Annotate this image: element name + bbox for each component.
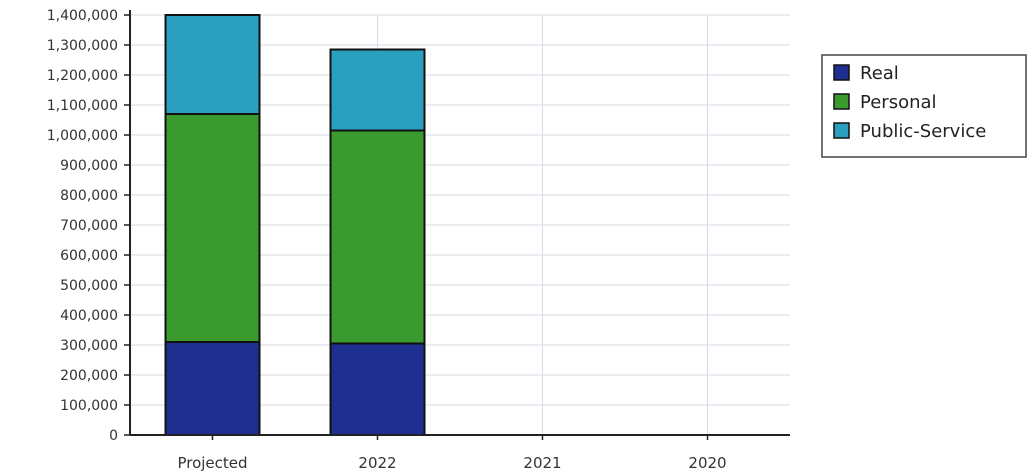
legend-label: Public-Service: [860, 121, 986, 142]
legend-swatch-public-service: [833, 122, 850, 139]
y-tick-label: 0: [109, 428, 118, 444]
x-tick-label: 2021: [523, 454, 561, 472]
y-tick-label: 600,000: [60, 248, 118, 264]
y-tick-label: 300,000: [60, 338, 118, 354]
legend-label: Personal: [860, 92, 937, 113]
bar-segment-public-service: [164, 14, 261, 115]
bar-segment-real: [329, 342, 426, 436]
y-tick-label: 800,000: [60, 188, 118, 204]
legend-swatch-personal: [833, 93, 850, 110]
legend: Real Personal Public-Service: [821, 54, 1027, 158]
y-tick-label: 500,000: [60, 278, 118, 294]
y-tick-label: 900,000: [60, 158, 118, 174]
bar-segment-real: [164, 341, 261, 436]
x-tick-label: Projected: [177, 454, 247, 472]
y-tick-label: 1,200,000: [47, 68, 118, 84]
bar-segment-personal: [329, 129, 426, 345]
bar-segment-public-service: [329, 48, 426, 132]
y-tick-label: 400,000: [60, 308, 118, 324]
x-tick-label: 2022: [358, 454, 396, 472]
y-tick-label: 100,000: [60, 398, 118, 414]
y-tick-labels: 0 100,000 200,000 300,000 400,000 500,000 600,…: [47, 8, 118, 444]
legend-swatch-real: [833, 64, 850, 81]
y-tick-label: 1,400,000: [47, 8, 118, 24]
y-tick-label: 1,000,000: [47, 128, 118, 144]
bars: [164, 14, 426, 436]
y-tick-label: 700,000: [60, 218, 118, 234]
y-tick-label: 1,300,000: [47, 38, 118, 54]
x-tick-label: 2020: [688, 454, 726, 472]
bar-segment-personal: [164, 113, 261, 343]
y-tick-label: 200,000: [60, 368, 118, 384]
axes: [124, 10, 790, 440]
x-tick-labels: Projected 2022 2021 2020: [177, 454, 726, 472]
legend-label: Real: [860, 63, 899, 84]
y-tick-label: 1,100,000: [47, 98, 118, 114]
legend-box: [821, 54, 1027, 158]
